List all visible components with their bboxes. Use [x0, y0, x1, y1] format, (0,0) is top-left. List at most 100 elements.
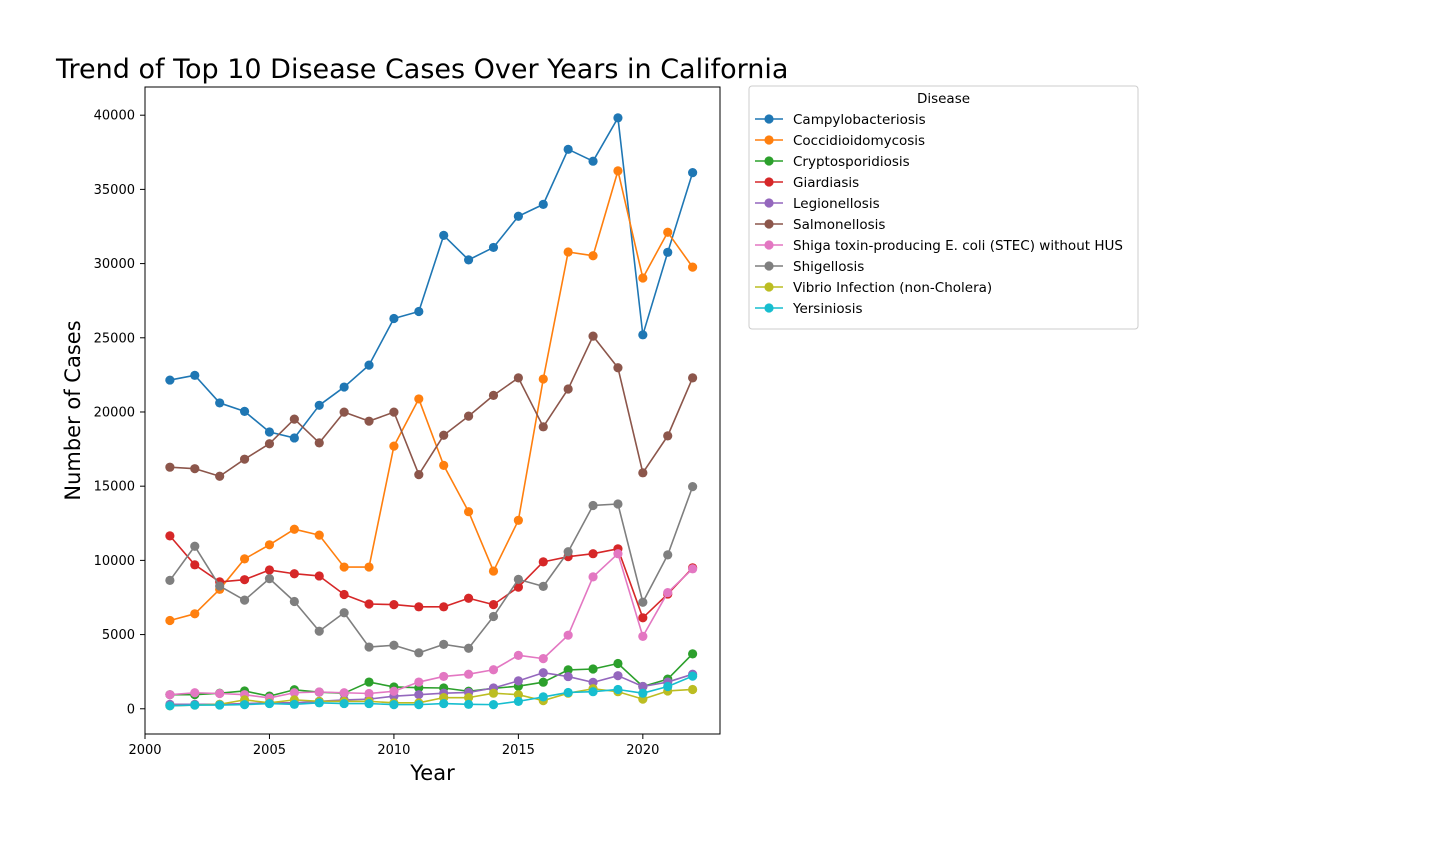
data-point	[264, 565, 275, 575]
data-point	[314, 687, 324, 697]
data-point	[339, 407, 349, 417]
data-point	[364, 562, 374, 572]
data-point	[588, 331, 598, 341]
data-point	[165, 375, 175, 385]
data-point	[239, 406, 250, 416]
series-1	[165, 166, 698, 626]
x-tick-label: 2015	[502, 743, 535, 758]
data-point	[439, 698, 449, 709]
legend-swatch-marker	[764, 282, 774, 292]
legend-item: Salmonellosis	[755, 217, 885, 233]
x-axis-title: Year	[409, 761, 455, 785]
data-point	[638, 273, 648, 283]
data-point	[439, 602, 449, 612]
data-point	[613, 658, 623, 669]
data-point	[463, 411, 474, 421]
data-point	[563, 547, 573, 557]
y-tick-label: 30000	[94, 257, 135, 272]
x-axis: 2000 2005 2010 2015 2020	[128, 734, 659, 758]
data-point	[638, 688, 648, 698]
data-point	[688, 649, 698, 659]
legend-item: Campylobacteriosis	[755, 112, 926, 128]
data-point	[215, 471, 225, 481]
data-point	[289, 699, 299, 709]
legend-swatch-marker	[764, 261, 774, 271]
data-point	[488, 688, 499, 698]
data-point	[688, 373, 698, 383]
data-point	[414, 306, 424, 317]
data-point	[663, 431, 673, 441]
data-point	[289, 433, 299, 443]
legend-item: Vibrio Infection (non-Cholera)	[755, 280, 992, 296]
data-point	[414, 602, 424, 612]
data-point	[613, 363, 623, 373]
data-point	[688, 262, 698, 272]
legend-label: Vibrio Infection (non-Cholera)	[793, 280, 992, 296]
series-line	[169, 335, 694, 478]
y-tick-label: 20000	[94, 405, 135, 420]
data-point	[364, 698, 374, 709]
data-point	[289, 414, 299, 424]
data-point	[488, 665, 499, 675]
legend-label: Coccidioidomycosis	[793, 133, 925, 149]
data-point	[215, 700, 225, 710]
data-point	[339, 382, 349, 392]
data-point	[389, 640, 399, 650]
data-point	[314, 400, 324, 410]
legend-swatch-marker	[764, 114, 774, 124]
data-point	[264, 574, 275, 584]
series-line	[169, 675, 693, 707]
data-point	[264, 698, 275, 709]
data-point	[688, 168, 698, 178]
legend-swatch-marker	[764, 219, 774, 229]
data-point	[563, 687, 573, 698]
data-point	[239, 700, 250, 710]
data-point	[215, 398, 225, 408]
data-point	[190, 609, 200, 619]
data-point	[364, 599, 374, 609]
data-point	[613, 671, 623, 681]
data-point	[463, 669, 474, 679]
series-layer	[165, 113, 698, 711]
data-point	[563, 144, 573, 154]
data-point	[165, 701, 175, 711]
data-point	[165, 575, 175, 586]
data-point	[289, 524, 299, 534]
legend-label: Salmonellosis	[793, 217, 885, 233]
data-point	[513, 650, 523, 660]
legend-item: Cryptosporidiosis	[755, 154, 910, 170]
data-point	[239, 595, 250, 605]
data-point	[513, 515, 523, 525]
data-point	[638, 468, 648, 478]
data-point	[389, 407, 399, 417]
x-tick-label: 2005	[253, 743, 286, 758]
data-point	[588, 677, 598, 687]
legend-item: Giardiasis	[755, 175, 859, 191]
legend-label: Campylobacteriosis	[793, 112, 926, 128]
data-point	[239, 454, 250, 464]
data-point	[439, 460, 449, 471]
series-9	[165, 671, 698, 711]
y-tick-label: 5000	[102, 628, 135, 643]
legend-items: Campylobacteriosis Coccidioidomycosis Cryp…	[755, 112, 1123, 317]
data-point	[463, 593, 474, 603]
data-point	[613, 549, 623, 559]
data-point	[488, 566, 499, 576]
plot-area	[144, 86, 721, 735]
data-point	[688, 684, 698, 695]
legend-label: Yersiniosis	[792, 301, 862, 317]
data-point	[190, 541, 200, 551]
data-point	[339, 698, 349, 709]
data-point	[663, 227, 673, 237]
series-7	[165, 482, 698, 658]
data-point	[488, 390, 499, 400]
data-point	[314, 698, 324, 708]
data-point	[663, 681, 673, 692]
y-axis: 0 5000 10000 15000 20000 25000 30000 35000 40000	[94, 109, 145, 717]
data-point	[165, 462, 175, 472]
data-point	[414, 690, 424, 700]
data-point	[165, 690, 175, 700]
data-point	[190, 560, 200, 570]
series-line	[169, 170, 694, 622]
series-line	[169, 653, 694, 697]
